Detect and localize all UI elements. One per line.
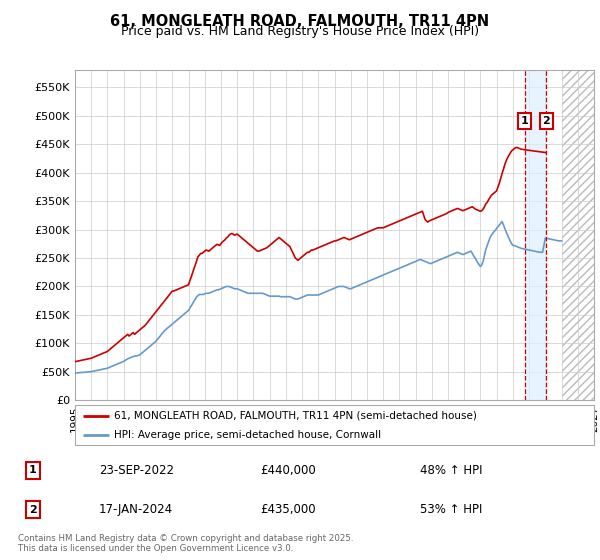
Text: 48% ↑ HPI: 48% ↑ HPI [420,464,482,477]
Text: 17-JAN-2024: 17-JAN-2024 [99,503,173,516]
Text: 23-SEP-2022: 23-SEP-2022 [99,464,174,477]
Text: 53% ↑ HPI: 53% ↑ HPI [420,503,482,516]
Text: 61, MONGLEATH ROAD, FALMOUTH, TR11 4PN: 61, MONGLEATH ROAD, FALMOUTH, TR11 4PN [110,14,490,29]
Text: HPI: Average price, semi-detached house, Cornwall: HPI: Average price, semi-detached house,… [114,430,381,440]
Bar [562,70,594,400]
Text: £440,000: £440,000 [260,464,316,477]
Bar [525,70,546,400]
FancyBboxPatch shape [75,405,594,445]
Text: 1: 1 [29,465,37,475]
Text: 1: 1 [521,116,529,126]
Text: 2: 2 [29,505,37,515]
Text: Contains HM Land Registry data © Crown copyright and database right 2025.
This d: Contains HM Land Registry data © Crown c… [18,534,353,553]
Text: £435,000: £435,000 [260,503,316,516]
Text: 2: 2 [542,116,550,126]
Text: 61, MONGLEATH ROAD, FALMOUTH, TR11 4PN (semi-detached house): 61, MONGLEATH ROAD, FALMOUTH, TR11 4PN (… [114,411,477,421]
Text: Price paid vs. HM Land Registry's House Price Index (HPI): Price paid vs. HM Land Registry's House … [121,25,479,38]
